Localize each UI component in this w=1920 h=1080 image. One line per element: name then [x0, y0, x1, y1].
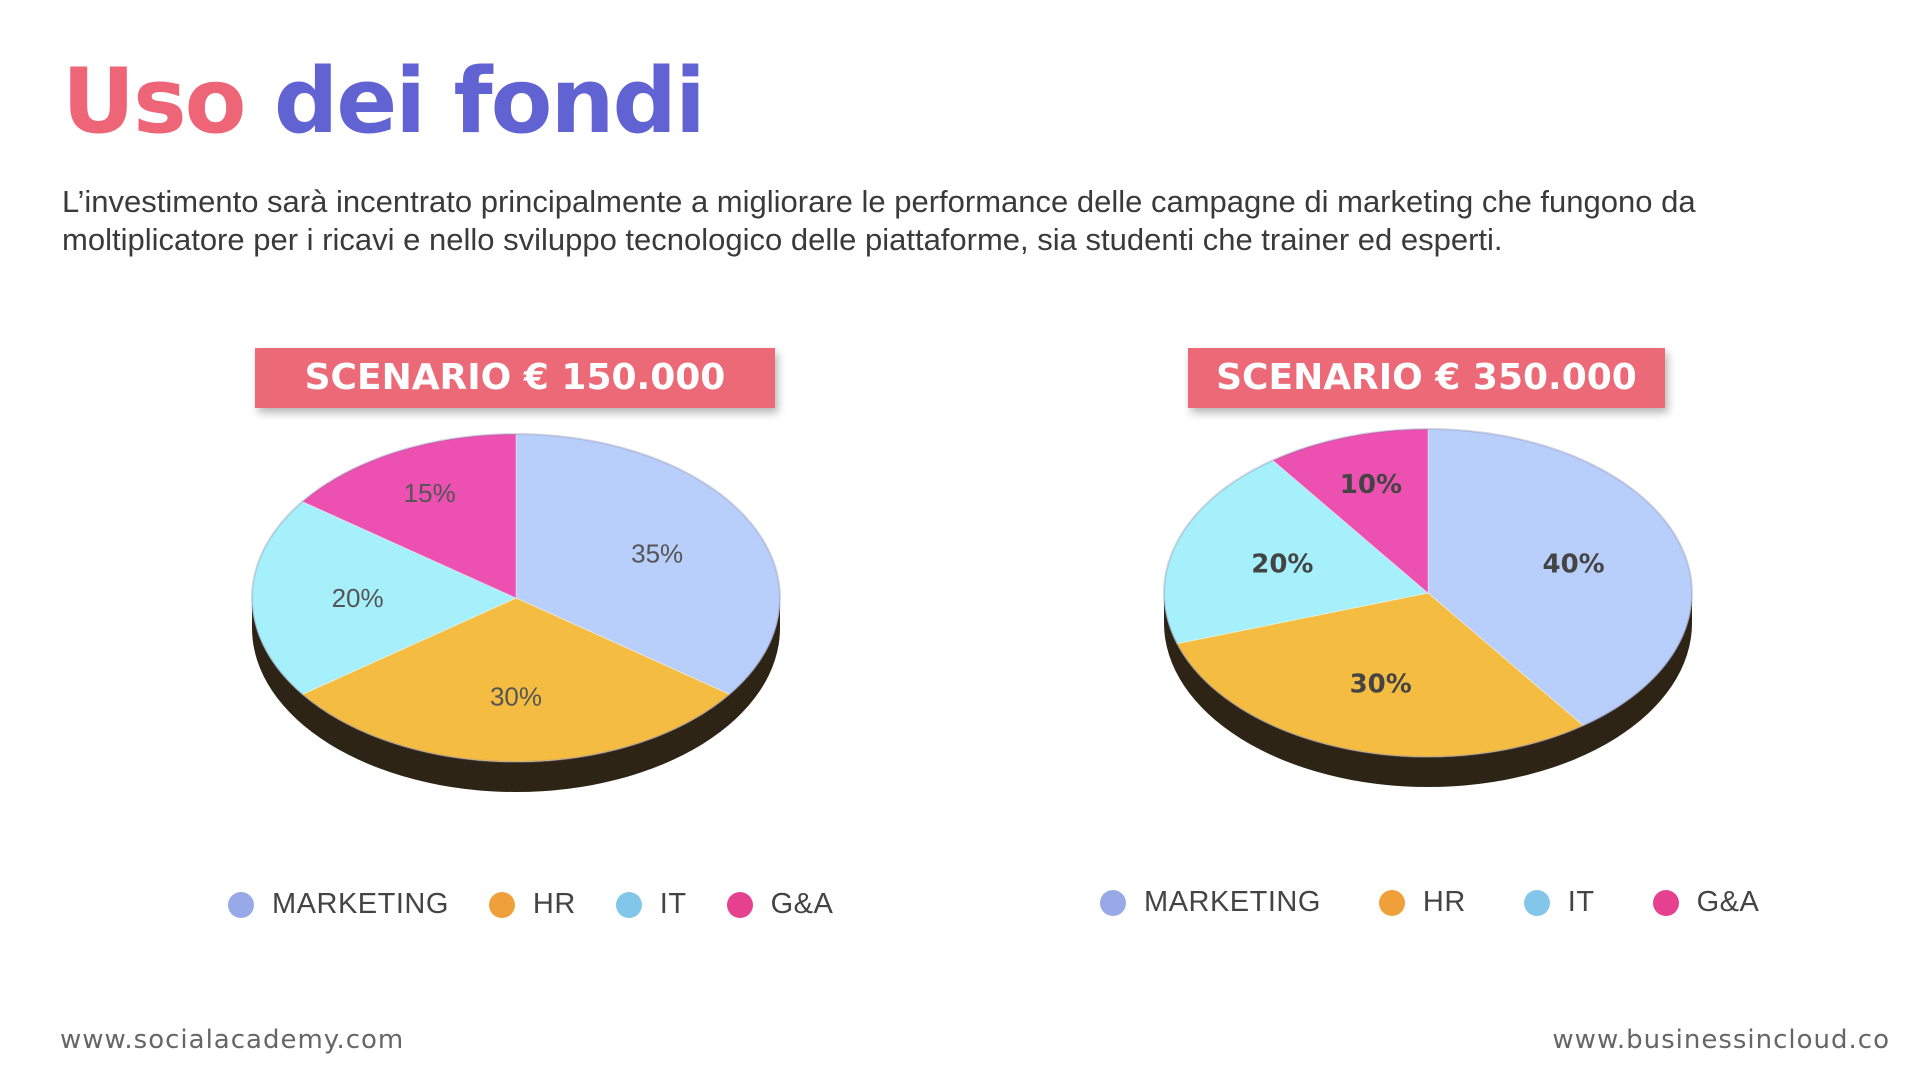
data-label-hr: 30%	[490, 681, 542, 711]
legend-label: MARKETING	[1144, 886, 1321, 918]
pie-side	[1164, 593, 1692, 787]
legend-label: IT	[1567, 886, 1595, 918]
pie-slice-marketing	[515, 433, 781, 695]
pie-slice-ganda	[301, 433, 517, 599]
data-label-ganda: 10%	[1340, 470, 1402, 500]
pie-slice-ganda	[1271, 428, 1429, 595]
legend-label: IT	[659, 888, 687, 920]
legend-dot-icon	[1523, 889, 1550, 916]
legend-dot-icon	[726, 891, 753, 918]
legend-item-hr: HR	[488, 888, 576, 921]
legend-label: MARKETING	[272, 888, 449, 920]
pie-slice-hr	[1176, 592, 1585, 758]
scenario-150k-pie: 35% 30% 20% 15%	[251, 433, 781, 792]
pie-slice-it	[1163, 459, 1430, 645]
legend-item-it: IT	[615, 888, 687, 921]
legend-label: G&A	[1696, 886, 1760, 918]
page-title: Uso dei fondi	[62, 49, 706, 154]
footer-right-url[interactable]: www.businessincloud.co	[1552, 1025, 1890, 1055]
legend-dot-icon	[488, 891, 515, 918]
legend-item-it: IT	[1523, 886, 1595, 919]
title-part-2: dei fondi	[273, 49, 706, 154]
scenario-350k-legend: MARKETING HR IT G&A	[1100, 886, 1817, 919]
title-part-1: Uso	[62, 49, 246, 154]
legend-dot-icon	[615, 891, 642, 918]
pie-slice-marketing	[1427, 428, 1693, 727]
data-label-hr: 30%	[1350, 669, 1412, 699]
scenario-150k-title: SCENARIO € 150.000	[304, 357, 726, 398]
data-label-it: 20%	[332, 583, 384, 613]
scenario-350k-chart: SCENARIO € 350.000 40% 30% 20% 10% MARKETIN…	[1100, 348, 1759, 938]
footer-left-url[interactable]: www.socialacademy.com	[60, 1025, 405, 1055]
legend-label: HR	[1422, 886, 1466, 918]
legend-item-marketing: MARKETING	[1100, 886, 1321, 919]
data-label-marketing: 35%	[631, 538, 683, 568]
data-label-ganda: 15%	[404, 478, 456, 508]
legend-item-ganda: G&A	[726, 888, 834, 921]
data-label-marketing: 40%	[1543, 550, 1605, 580]
scenario-350k-pie: 40% 30% 20% 10%	[1163, 428, 1693, 787]
legend-item-marketing: MARKETING	[228, 888, 449, 921]
legend-dot-icon	[1378, 889, 1405, 916]
legend-item-hr: HR	[1378, 886, 1466, 919]
pie-rim	[251, 433, 781, 763]
pie-slice-hr	[301, 597, 731, 763]
legend-label: HR	[532, 888, 576, 920]
legend-item-ganda: G&A	[1652, 886, 1760, 919]
legend-label: G&A	[770, 888, 834, 920]
data-label-it: 20%	[1251, 550, 1313, 580]
scenario-150k-badge: SCENARIO € 150.000	[255, 348, 775, 408]
pie-slice-it	[251, 501, 518, 695]
scenario-350k-badge: SCENARIO € 350.000	[1188, 348, 1665, 408]
legend-dot-icon	[228, 891, 254, 918]
legend-dot-icon	[1652, 889, 1679, 916]
pie-rim	[1163, 428, 1693, 758]
scenario-150k-chart: SCENARIO € 150.000 35% 30% 20% 15% MARKETIN…	[228, 348, 833, 938]
pie-side	[252, 598, 780, 792]
description-text: L’investimento sarà incentrato principal…	[62, 184, 1696, 257]
scenario-150k-legend: MARKETING HR IT G&A	[228, 888, 833, 921]
scenario-350k-title: SCENARIO € 350.000	[1216, 357, 1637, 398]
legend-dot-icon	[1100, 889, 1126, 916]
